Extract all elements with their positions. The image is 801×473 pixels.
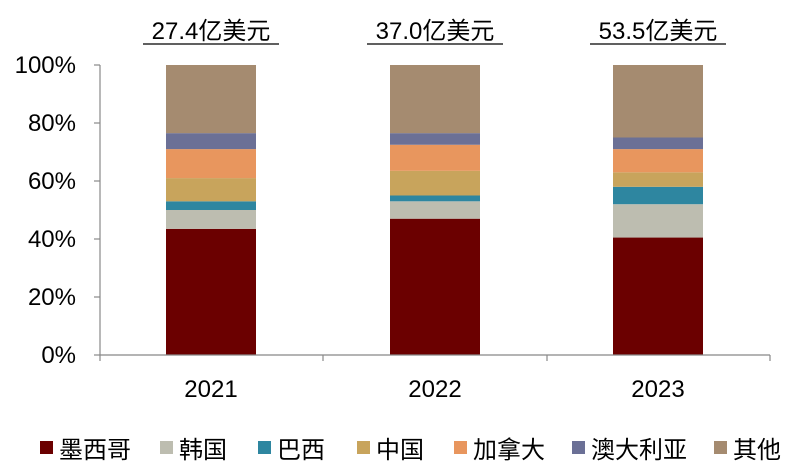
x-tick-label: 2023 xyxy=(631,376,684,403)
legend-label: 中国 xyxy=(376,437,424,464)
bar-segment-2023-2 xyxy=(613,186,703,205)
legend-label: 墨西哥 xyxy=(59,437,131,464)
legend-swatch xyxy=(714,441,727,454)
bar-segment-2022-4 xyxy=(390,144,480,171)
y-tick-label: 20% xyxy=(28,284,76,311)
bar-segment-2021-2 xyxy=(166,201,256,210)
legend-swatch xyxy=(572,441,585,454)
bar-segment-2022-2 xyxy=(390,195,480,202)
legend-label: 其他 xyxy=(733,437,781,464)
total-label: 37.0亿美元 xyxy=(376,18,495,45)
legend-swatch xyxy=(258,441,271,454)
legend-swatch xyxy=(454,441,467,454)
bar-segment-2023-4 xyxy=(613,149,703,173)
bar-segment-2021-0 xyxy=(166,228,256,355)
legend-label: 加拿大 xyxy=(473,437,545,464)
x-tick-label: 2021 xyxy=(184,376,237,403)
bar-segment-2023-3 xyxy=(613,172,703,187)
bar-segment-2022-3 xyxy=(390,170,480,196)
totals-layer: 27.4亿美元 37.0亿美元 53.5亿美元 xyxy=(143,18,726,45)
bar-segment-2023-1 xyxy=(613,204,703,238)
bar-segment-2021-5 xyxy=(166,133,256,150)
y-tick-label: 40% xyxy=(28,226,76,253)
legend-swatch xyxy=(40,441,53,454)
bar-segment-2021-3 xyxy=(166,178,256,202)
x-tick-label: 2022 xyxy=(408,376,461,403)
legend: 墨西哥 韩国 巴西 中国 加拿大 澳大利亚 其他 xyxy=(40,437,781,464)
legend-label: 巴西 xyxy=(277,437,325,464)
bar-segment-2023-6 xyxy=(613,65,703,138)
total-label: 53.5亿美元 xyxy=(599,18,718,45)
legend-label: 韩国 xyxy=(179,437,227,464)
bar-segment-2022-5 xyxy=(390,133,480,145)
y-tick-label: 60% xyxy=(28,168,76,195)
bar-segment-2021-6 xyxy=(166,65,256,134)
axes-layer: 0% 20% 40% 60% 80% 100% 2021 2022 2023 xyxy=(15,52,771,403)
bar-segment-2021-1 xyxy=(166,210,256,229)
bar-segment-2023-0 xyxy=(613,237,703,355)
legend-swatch xyxy=(160,441,173,454)
y-tick-label: 100% xyxy=(15,52,76,79)
bar-segment-2022-1 xyxy=(390,201,480,219)
y-tick-label: 80% xyxy=(28,110,76,137)
bar-segment-2023-5 xyxy=(613,137,703,150)
legend-label: 澳大利亚 xyxy=(591,437,687,464)
total-label: 27.4亿美元 xyxy=(152,18,271,45)
y-tick-label: 0% xyxy=(41,342,76,369)
bar-segment-2022-6 xyxy=(390,65,480,134)
bars-layer xyxy=(166,65,703,355)
bar-segment-2021-4 xyxy=(166,149,256,179)
bar-segment-2022-0 xyxy=(390,218,480,355)
legend-swatch xyxy=(357,441,370,454)
